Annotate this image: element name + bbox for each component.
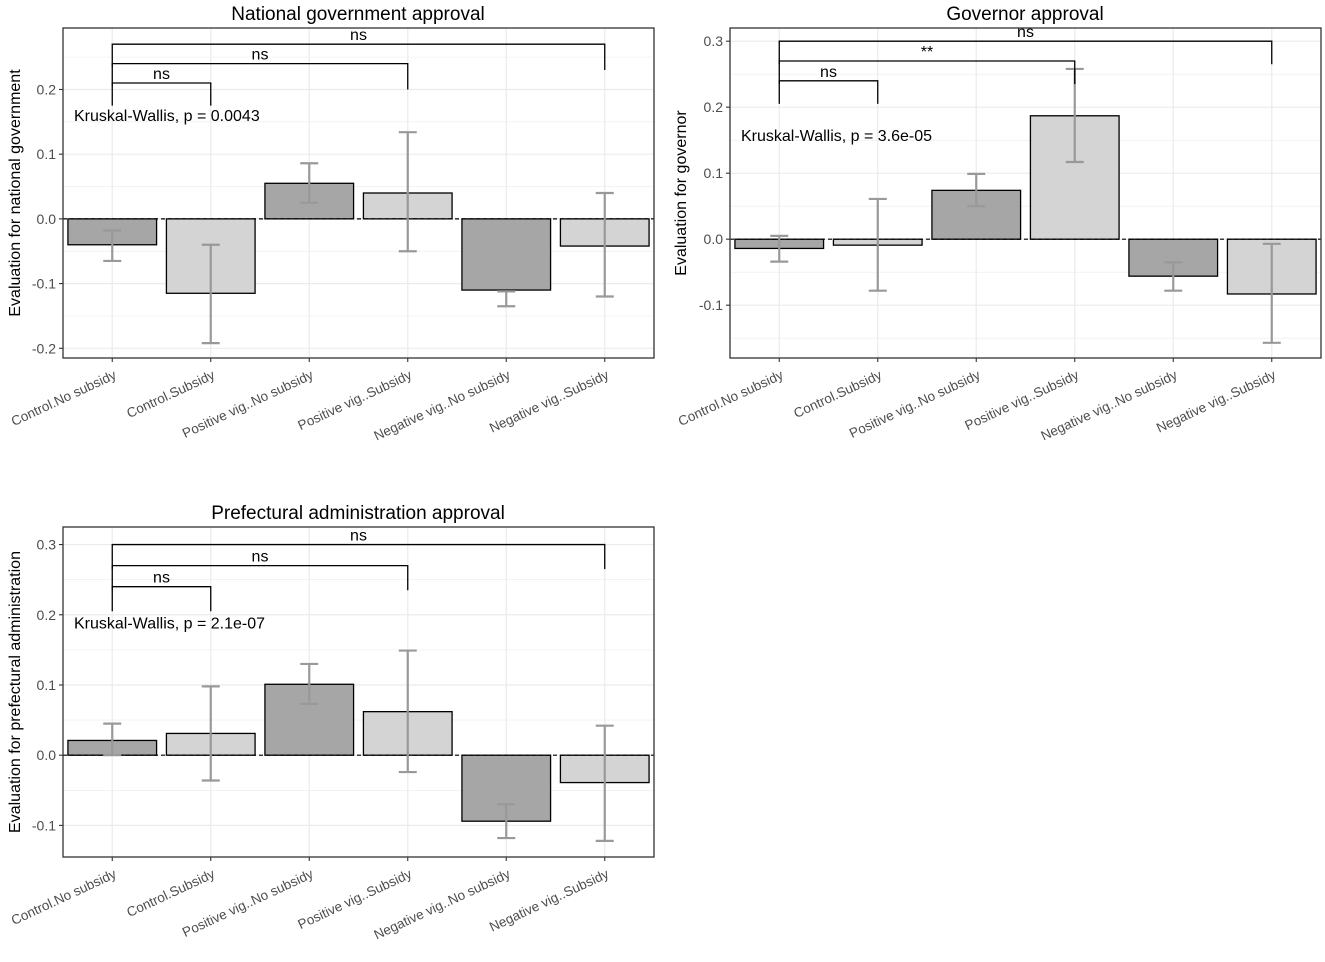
comparison-bracket <box>111 82 212 106</box>
x-tick-label: Control.No subsidy <box>676 367 786 429</box>
y-tick-label: 0.2 <box>37 607 57 623</box>
y-tick-label: 0.1 <box>704 165 724 181</box>
comparison-bracket <box>778 60 1076 85</box>
y-tick-label: -0.1 <box>699 297 723 313</box>
y-tick-label: -0.2 <box>32 340 56 356</box>
comparison-label: ns <box>350 528 367 545</box>
kruskal-wallis-annotation: Kruskal-Wallis, p = 3.6e-05 <box>741 128 932 145</box>
y-tick-label: 0.3 <box>37 537 57 553</box>
x-tick-label: Control.Subsidy <box>791 367 884 421</box>
comparison-label: ns <box>153 570 170 587</box>
plot-area <box>63 527 654 857</box>
bar <box>461 218 552 291</box>
y-tick-label: 0.1 <box>37 677 57 693</box>
panel-border <box>62 526 655 858</box>
panel-border <box>62 27 655 359</box>
y-tick-label: -0.1 <box>32 817 56 833</box>
comparison-bracket <box>778 40 1273 65</box>
kruskal-wallis-annotation: Kruskal-Wallis, p = 2.1e-07 <box>74 616 265 633</box>
plot-area <box>63 28 654 358</box>
plot-area <box>730 28 1321 358</box>
comparison-bracket <box>111 586 212 612</box>
comparison-label: ns <box>820 64 837 81</box>
y-tick-label: 0.3 <box>704 33 724 49</box>
y-tick-label: 0.0 <box>704 231 724 247</box>
y-tick-label: 0.2 <box>37 81 57 97</box>
y-axis-label: Evaluation for prefectural administratio… <box>7 551 24 833</box>
x-tick-label: Control.No subsidy <box>9 866 119 928</box>
comparison-bracket <box>111 564 409 591</box>
comparison-label: ns <box>350 27 367 44</box>
chart-title: Governor approval <box>946 4 1103 25</box>
comparison-label: ns <box>1017 24 1034 41</box>
x-tick-label: Control.No subsidy <box>9 367 119 429</box>
comparison-bracket <box>778 80 879 104</box>
chart-panel-national: National government approval Evaluation … <box>7 4 655 444</box>
y-tick-label: -0.1 <box>32 276 56 292</box>
y-axis-label: Evaluation for governor <box>673 110 690 276</box>
y-tick-label: 0.2 <box>704 99 724 115</box>
chart-title: Prefectural administration approval <box>211 503 505 524</box>
comparison-label: ** <box>921 44 933 61</box>
comparison-bracket <box>111 543 606 570</box>
y-tick-label: 0.0 <box>37 747 57 763</box>
chart-panel-governor: Governor approval Evaluation for governo… <box>673 4 1322 444</box>
y-tick-label: 0.0 <box>37 211 57 227</box>
comparison-label: ns <box>252 47 269 64</box>
comparison-bracket <box>111 62 409 90</box>
x-tick-label: Control.Subsidy <box>124 866 217 920</box>
comparison-label: ns <box>252 549 269 566</box>
comparison-label: ns <box>153 66 170 83</box>
panel-border <box>729 27 1322 359</box>
y-tick-label: 0.1 <box>37 146 57 162</box>
chart-panel-prefectural: Prefectural administration approval Eval… <box>7 503 655 943</box>
y-axis-label: Evaluation for national government <box>7 69 24 317</box>
x-tick-label: Control.Subsidy <box>124 367 217 421</box>
chart-title: National government approval <box>231 4 485 25</box>
kruskal-wallis-annotation: Kruskal-Wallis, p = 0.0043 <box>74 108 260 125</box>
comparison-bracket <box>111 43 606 71</box>
